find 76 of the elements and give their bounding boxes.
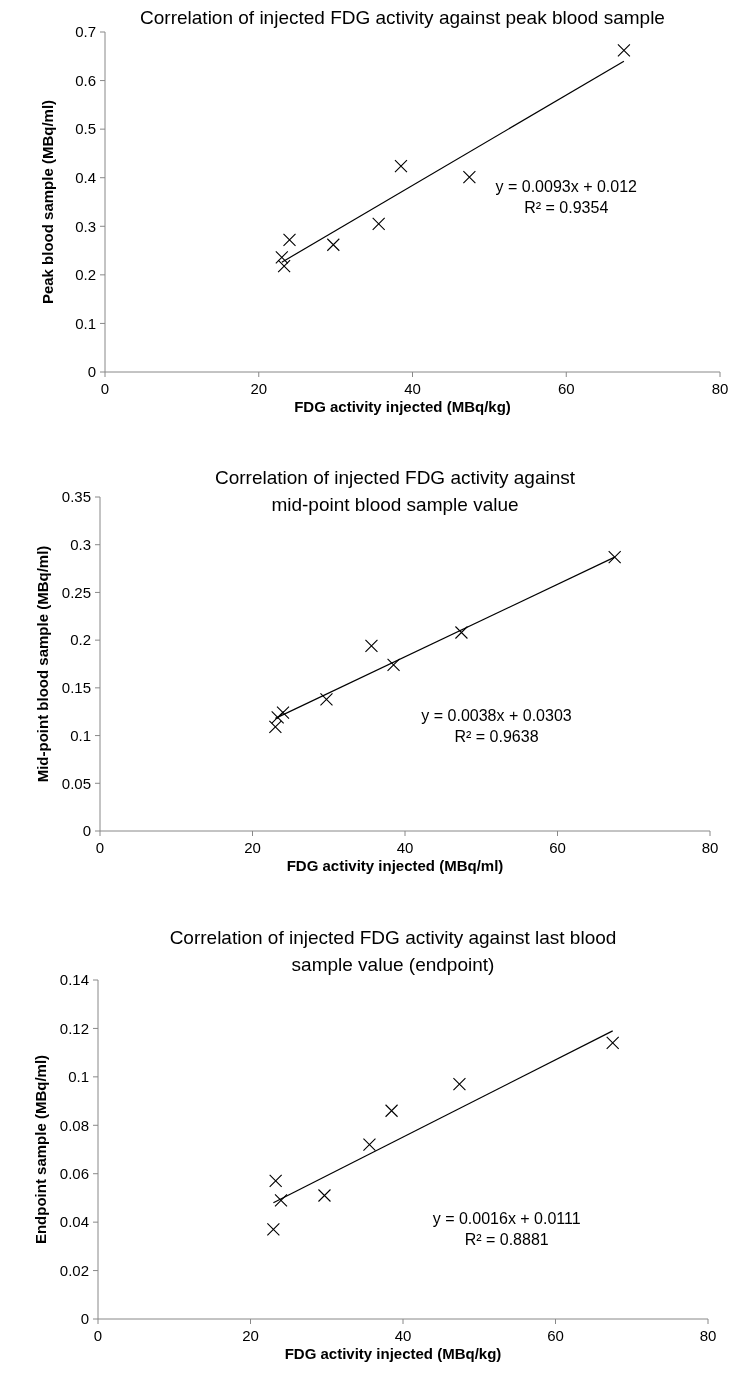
point xyxy=(277,259,291,273)
annotation: y = 0.0038x + 0.0303 xyxy=(421,706,572,724)
point xyxy=(282,233,297,247)
annotation: y = 0.0016x + 0.0111 xyxy=(432,1210,581,1228)
point xyxy=(608,550,622,564)
x-axis-title: FDG activity injected (MBq/kg) xyxy=(284,1345,502,1362)
point xyxy=(364,639,378,653)
y-tick-label: 0.25 xyxy=(61,583,91,601)
point xyxy=(317,1188,332,1203)
y-tick-label: 0.1 xyxy=(75,314,96,332)
x-tick-label: 80 xyxy=(699,1327,717,1344)
point xyxy=(326,238,340,252)
x-tick-label: 20 xyxy=(250,380,268,397)
x-tick-label: 20 xyxy=(244,839,261,856)
x-axis-title: FDG activity injected (MBq/ml) xyxy=(286,857,504,874)
y-tick-label: 0 xyxy=(80,1310,89,1328)
y-tick-label: 0.1 xyxy=(70,726,91,744)
point xyxy=(319,692,334,706)
point xyxy=(617,43,631,58)
point xyxy=(274,1193,288,1207)
y-tick-label: 0.3 xyxy=(75,217,96,235)
point xyxy=(462,170,476,184)
x-tick-label: 60 xyxy=(547,1327,564,1344)
x-tick-label: 20 xyxy=(242,1327,259,1344)
y-tick-label: 0.4 xyxy=(75,168,96,186)
y-axis-title: Endpoint sample (MBq/ml) xyxy=(32,1054,49,1245)
y-tick-label: 0 xyxy=(87,363,96,381)
y-tick-label: 0.05 xyxy=(61,774,91,792)
chart-title: Correlation of injected FDG activity against last blood sample value (endpoint) xyxy=(169,927,617,975)
point xyxy=(269,1174,283,1188)
x-tick-label: 0 xyxy=(100,380,110,397)
point xyxy=(387,658,401,672)
y-tick-label: 0.02 xyxy=(59,1261,89,1279)
point xyxy=(394,159,408,173)
x-tick-label: 80 xyxy=(711,380,729,397)
point xyxy=(452,1077,466,1091)
y-tick-label: 0.08 xyxy=(59,1116,89,1134)
y-tick-label: 0.04 xyxy=(59,1213,89,1231)
y-tick-label: 0.35 xyxy=(61,488,91,506)
x-axis-title: FDG activity injected (MBq/kg) xyxy=(294,398,511,415)
y-axis-title: Peak blood sample (MBq/ml) xyxy=(39,99,56,305)
y-tick-label: 0.5 xyxy=(75,120,96,138)
x-tick-label: 60 xyxy=(557,380,575,397)
point xyxy=(276,706,290,720)
point xyxy=(271,710,285,724)
y-tick-label: 0.1 xyxy=(68,1068,89,1086)
annotation: R² = 0.8881 xyxy=(464,1231,549,1249)
y-tick-label: 0.15 xyxy=(61,679,91,697)
y-tick-label: 0.06 xyxy=(59,1164,89,1182)
chart-title: Correlation of injected FDG activity against peak blood sample xyxy=(140,7,665,28)
annotation: R² = 0.9638 xyxy=(454,727,539,745)
annotation: R² = 0.9354 xyxy=(524,198,609,216)
point xyxy=(266,1222,280,1236)
y-tick-label: 0.2 xyxy=(75,266,96,284)
y-tick-label: 0.2 xyxy=(70,631,91,649)
point xyxy=(268,720,282,734)
point xyxy=(385,1104,399,1118)
y-tick-label: 0.7 xyxy=(75,23,96,41)
point xyxy=(362,1138,376,1152)
y-tick-label: 0.3 xyxy=(70,535,91,553)
point xyxy=(372,217,386,231)
x-tick-label: 80 xyxy=(701,839,719,856)
x-tick-label: 40 xyxy=(396,839,414,856)
y-tick-label: 0 xyxy=(82,822,91,840)
y-axis-title: Mid-point blood sample (MBq/ml) xyxy=(34,545,51,783)
y-tick-label: 0.12 xyxy=(59,1019,89,1037)
x-tick-label: 40 xyxy=(394,1327,412,1344)
y-tick-label: 0.6 xyxy=(75,71,96,89)
y-tick-label: 0.14 xyxy=(59,971,89,989)
x-tick-label: 40 xyxy=(404,380,421,397)
point xyxy=(275,250,289,264)
annotation: y = 0.0093x + 0.012 xyxy=(495,177,638,195)
x-tick-label: 60 xyxy=(549,839,566,856)
point xyxy=(606,1036,620,1050)
chart-title: Correlation of injected FDG activity against mid-point blood sample value xyxy=(214,467,576,515)
point xyxy=(454,625,468,640)
